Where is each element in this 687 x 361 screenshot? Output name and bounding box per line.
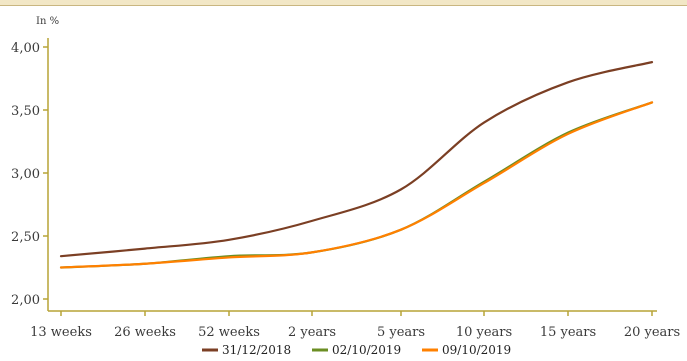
x-tick-label: 26 weeks: [114, 325, 176, 340]
x-tick-label: 52 weeks: [198, 325, 260, 340]
x-tick-label: 5 years: [377, 325, 425, 340]
y-tick-label: 2,00: [11, 293, 40, 308]
legend-label-3: 09/10/2019: [442, 343, 511, 357]
x-tick-label: 2 years: [288, 325, 336, 340]
y-axis-unit-label: In %: [36, 16, 59, 27]
series-lines: [59, 61, 654, 269]
series-line-3: [59, 101, 654, 269]
y-tick-label: 4,00: [11, 41, 40, 56]
x-tick-label: 13 weeks: [30, 325, 92, 340]
x-tick-label: 10 years: [456, 325, 512, 340]
y-tick-label: 3,50: [11, 104, 40, 119]
y-tick-label: 3,00: [11, 167, 40, 182]
series-line-1: [59, 61, 654, 258]
x-tick-label: 20 years: [624, 325, 680, 340]
legend-label-2: 02/10/2019: [332, 343, 401, 357]
legend: 31/12/2018 02/10/2019 09/10/2019: [202, 343, 511, 357]
x-tick-label: 15 years: [540, 325, 596, 340]
axes: [43, 38, 657, 316]
chart-top-strip: [0, 0, 687, 6]
legend-label-1: 31/12/2018: [222, 343, 291, 357]
tick-labels: 2,00 2,50 3,00 3,50 4,00 In % 13 weeks 26 weeks…: [11, 16, 680, 340]
y-tick-label: 2,50: [11, 230, 40, 245]
